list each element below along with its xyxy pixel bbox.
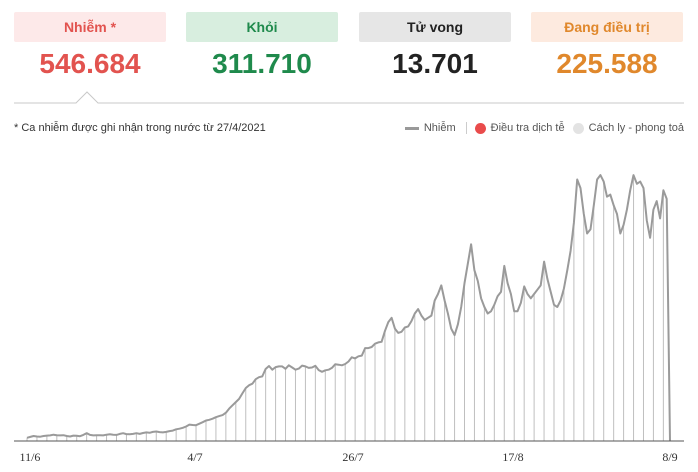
legend-item-quarantine[interactable]: Cách ly - phong toả [572, 122, 684, 134]
x-axis-ticks: 11/6 4/7 26/7 17/8 8/9 [20, 450, 678, 464]
stat-infected-label: Nhiễm * [14, 12, 166, 42]
chart-note: * Ca nhiễm được ghi nhận trong nước từ 2… [14, 122, 266, 134]
selection-pointer [14, 91, 684, 104]
x-tick-label: 17/8 [502, 450, 523, 464]
legend-grey-dot-icon [572, 122, 584, 134]
x-tick-label: 8/9 [662, 450, 677, 464]
stat-recovered[interactable]: Khỏi 311.710 [186, 12, 338, 80]
stat-treatment[interactable]: Đang điều trị 225.588 [531, 12, 683, 80]
stat-recovered-label: Khỏi [186, 12, 338, 42]
chart-bars [26, 175, 664, 441]
legend-divider [465, 122, 467, 134]
stat-deaths-label: Tử vong [359, 12, 511, 42]
legend-investigation-label: Điều tra dịch tễ [490, 122, 565, 134]
stat-deaths-value: 13.701 [392, 48, 478, 79]
legend-quarantine-label: Cách ly - phong toả [588, 122, 684, 134]
legend-red-dot-icon [474, 122, 486, 134]
stat-deaths[interactable]: Tử vong 13.701 [359, 12, 511, 80]
stat-infected-value: 546.684 [39, 48, 141, 79]
legend-item-investigation[interactable]: Điều tra dịch tễ [474, 122, 565, 134]
chart-legend: Nhiễm Điều tra dịch tễ Cách ly - phong t… [397, 122, 684, 134]
series-line-total [26, 174, 671, 442]
stat-recovered-value: 311.710 [212, 48, 312, 79]
legend-total-label: Nhiễm [423, 122, 456, 134]
stat-treatment-label: Đang điều trị [531, 12, 683, 42]
legend-line-icon [404, 126, 419, 130]
stat-infected[interactable]: Nhiễm * 546.684 [14, 12, 166, 80]
x-tick-label: 11/6 [20, 450, 41, 464]
legend-item-total[interactable]: Nhiễm [404, 122, 456, 134]
x-tick-label: 26/7 [342, 450, 363, 464]
stat-treatment-value: 225.588 [556, 48, 658, 79]
x-tick-label: 4/7 [187, 450, 202, 464]
